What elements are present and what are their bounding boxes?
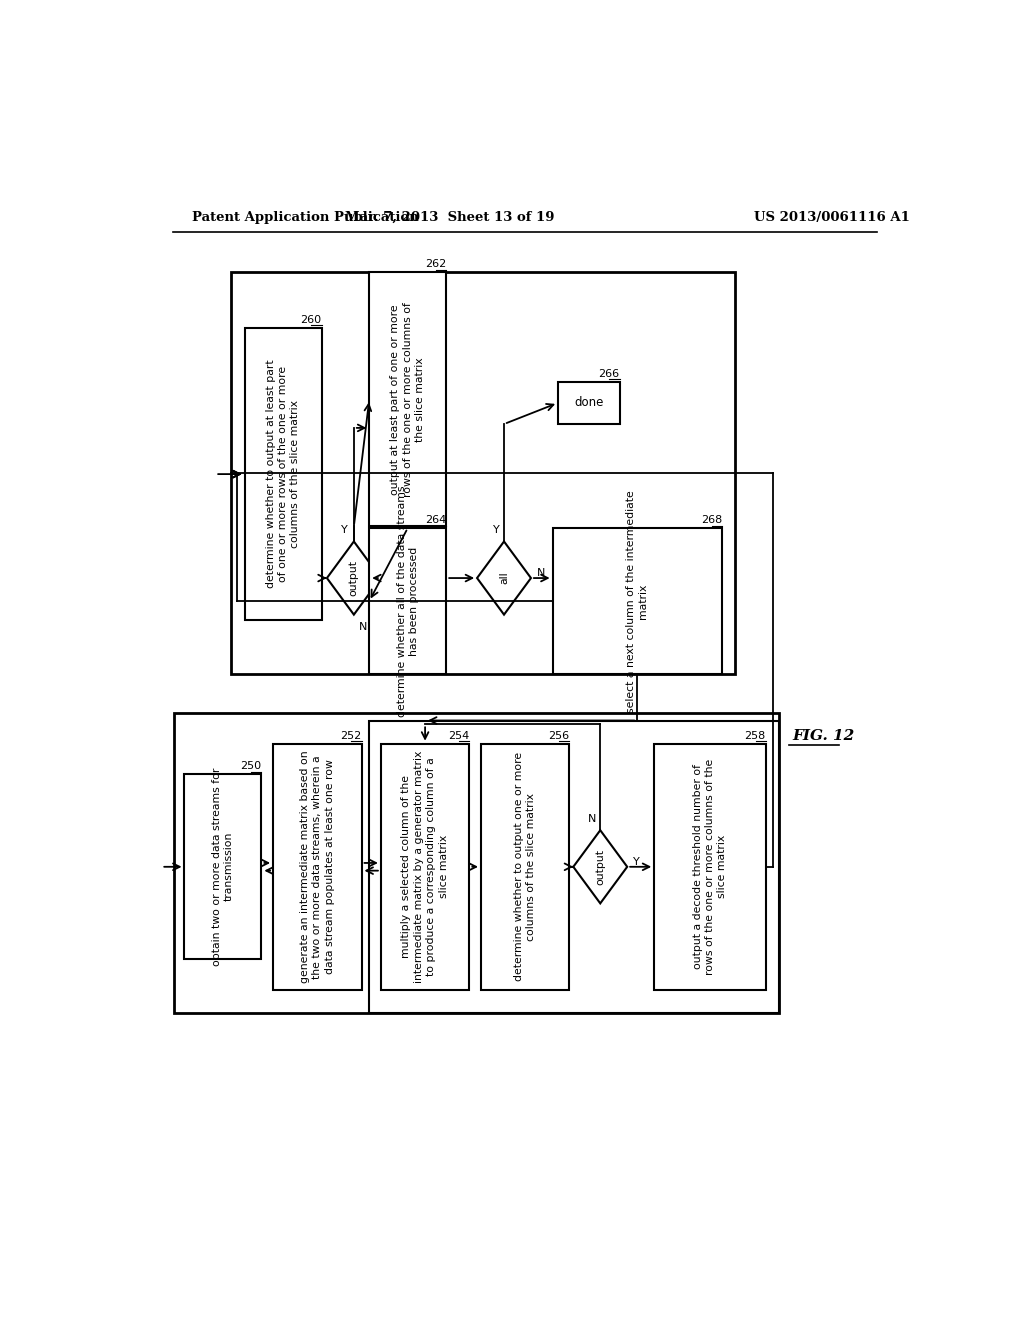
FancyBboxPatch shape	[381, 743, 469, 990]
Text: all: all	[499, 572, 509, 585]
Text: 252: 252	[340, 730, 361, 741]
Text: multiply a selected column of the
intermediate matrix by a generator matrix
to p: multiply a selected column of the interm…	[401, 751, 449, 983]
Text: 268: 268	[700, 515, 722, 525]
Polygon shape	[573, 830, 628, 903]
Text: determine whether all of the data streams
has been processed: determine whether all of the data stream…	[396, 486, 419, 717]
Text: determine whether to output one or more
columns of the slice matrix: determine whether to output one or more …	[514, 752, 537, 981]
Text: Y: Y	[341, 525, 348, 536]
Text: N: N	[359, 622, 368, 632]
Polygon shape	[327, 541, 381, 615]
Text: obtain two or more data streams for
transmission: obtain two or more data streams for tran…	[212, 768, 234, 966]
Text: output: output	[595, 849, 605, 884]
FancyBboxPatch shape	[245, 327, 322, 620]
Text: select a next column of the intermediate
matrix: select a next column of the intermediate…	[626, 490, 648, 713]
Text: output: output	[349, 560, 358, 597]
FancyBboxPatch shape	[553, 528, 722, 675]
Text: Y: Y	[634, 857, 640, 867]
Text: 264: 264	[425, 515, 446, 525]
Text: US 2013/0061116 A1: US 2013/0061116 A1	[755, 211, 910, 224]
Text: FIG. 12: FIG. 12	[793, 729, 855, 743]
Text: 258: 258	[744, 730, 766, 741]
Text: 250: 250	[241, 762, 261, 771]
Text: 260: 260	[300, 314, 322, 325]
FancyBboxPatch shape	[370, 272, 446, 527]
FancyBboxPatch shape	[654, 743, 766, 990]
Text: N: N	[538, 569, 546, 578]
Text: 266: 266	[598, 368, 620, 379]
Text: 256: 256	[548, 730, 569, 741]
Text: 262: 262	[425, 259, 446, 269]
FancyBboxPatch shape	[230, 272, 735, 675]
Polygon shape	[477, 541, 531, 615]
Text: output a decode threshold number of
rows of the one or more columns of the
slice: output a decode threshold number of rows…	[692, 759, 727, 975]
Text: Y: Y	[493, 525, 500, 536]
FancyBboxPatch shape	[273, 743, 361, 990]
FancyBboxPatch shape	[174, 713, 779, 1014]
FancyBboxPatch shape	[370, 528, 446, 675]
Text: N: N	[589, 814, 597, 824]
FancyBboxPatch shape	[481, 743, 569, 990]
Text: generate an intermediate matrix based on
the two or more data streams, wherein a: generate an intermediate matrix based on…	[300, 751, 335, 983]
Text: determine whether to output at least part
of one or more rows of the one or more: determine whether to output at least par…	[265, 360, 300, 589]
Text: Mar. 7, 2013  Sheet 13 of 19: Mar. 7, 2013 Sheet 13 of 19	[345, 211, 555, 224]
FancyBboxPatch shape	[558, 381, 620, 424]
Text: done: done	[574, 396, 603, 409]
Text: 254: 254	[449, 730, 469, 741]
FancyBboxPatch shape	[184, 775, 261, 960]
Text: Patent Application Publication: Patent Application Publication	[193, 211, 419, 224]
Text: output at least part of one or more
rows of the one or more columns of
the slice: output at least part of one or more rows…	[390, 302, 425, 496]
FancyBboxPatch shape	[370, 721, 779, 1014]
